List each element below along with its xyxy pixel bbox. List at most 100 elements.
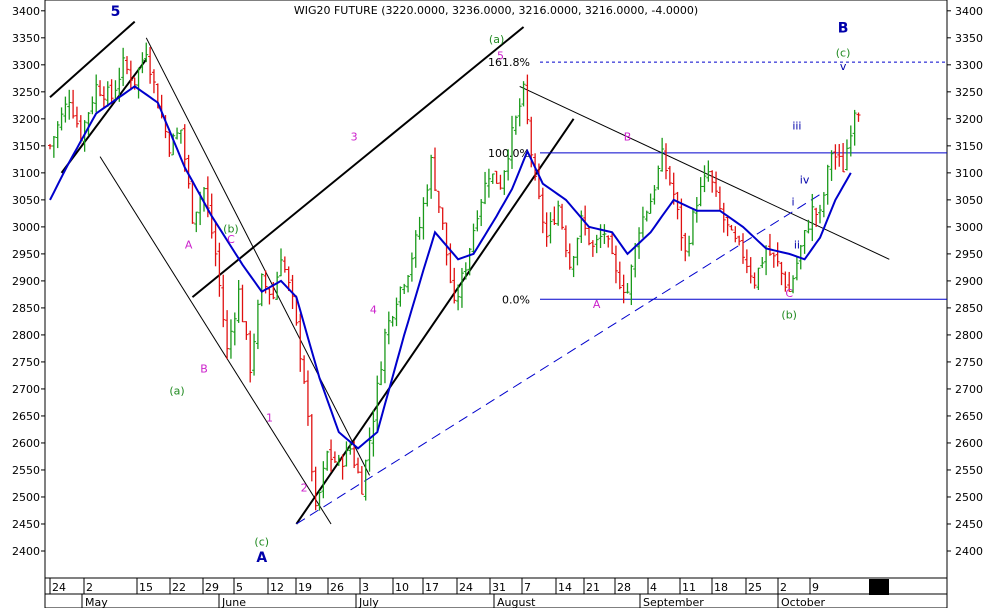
- wave-label: C: [785, 287, 793, 300]
- y-tick-label-right: 2750: [955, 356, 983, 369]
- y-tick-label-left: 2500: [12, 491, 40, 504]
- y-tick-label-right: 3000: [955, 221, 983, 234]
- wave-label: 2: [301, 482, 308, 495]
- chart-title: WIG20 FUTURE (3220.0000, 3236.0000, 3216…: [294, 4, 698, 17]
- y-tick-label-left: 2400: [12, 545, 40, 558]
- y-tick-label-left: 3350: [12, 32, 40, 45]
- wave-label: B: [200, 363, 208, 376]
- y-tick-label-left: 3050: [12, 194, 40, 207]
- y-tick-label-left: 2600: [12, 437, 40, 450]
- y-tick-label-left: 2900: [12, 275, 40, 288]
- y-tick-label-right: 2400: [955, 545, 983, 558]
- y-tick-label-right: 2700: [955, 383, 983, 396]
- x-month-label: July: [358, 596, 379, 608]
- x-day-label: 14: [558, 581, 572, 594]
- x-month-label: October: [781, 596, 825, 608]
- x-day-label: 3: [362, 581, 369, 594]
- x-day-label: 12: [270, 581, 284, 594]
- y-tick-label-right: 2900: [955, 275, 983, 288]
- wave-label: 5: [497, 49, 504, 62]
- y-tick-label-left: 2650: [12, 410, 40, 423]
- y-tick-label-right: 3250: [955, 86, 983, 99]
- x-day-label: 5: [236, 581, 243, 594]
- fib-level-label: 161.8%: [488, 56, 530, 69]
- x-month-label: June: [221, 596, 246, 608]
- x-day-label: 19: [298, 581, 312, 594]
- trend-line: [145, 37, 370, 476]
- wave-label: 4: [370, 303, 377, 316]
- fib-level-label: 100.0%: [488, 147, 530, 160]
- y-tick-label-left: 3000: [12, 221, 40, 234]
- wave-label: A: [185, 238, 193, 251]
- wave-label: (a): [489, 33, 504, 46]
- y-tick-label-right: 2450: [955, 518, 983, 531]
- wave-label: 3: [351, 130, 358, 143]
- y-tick-label-left: 2550: [12, 464, 40, 477]
- y-tick-label-right: 2650: [955, 410, 983, 423]
- wave-label: B: [838, 20, 849, 36]
- y-tick-label-right: 3050: [955, 194, 983, 207]
- x-day-label: 2: [86, 581, 93, 594]
- y-tick-label-left: 2450: [12, 518, 40, 531]
- wave-label: (a): [169, 384, 184, 397]
- y-tick-label-left: 3200: [12, 113, 40, 126]
- y-tick-label-left: 3150: [12, 140, 40, 153]
- y-tick-label-left: 2750: [12, 356, 40, 369]
- y-tick-label-left: 3250: [12, 86, 40, 99]
- x-day-label: 11: [682, 581, 696, 594]
- x-day-label: 18: [714, 581, 728, 594]
- moving-average-line: [49, 85, 852, 450]
- x-day-label: 7: [524, 581, 531, 594]
- x-day-label: 21: [586, 581, 600, 594]
- x-day-label: 24: [459, 581, 473, 594]
- x-day-label: 15: [139, 581, 153, 594]
- y-tick-label-right: 2600: [955, 437, 983, 450]
- y-tick-label-left: 2850: [12, 302, 40, 315]
- y-tick-label-right: 2950: [955, 248, 983, 261]
- x-month-label: September: [643, 596, 704, 608]
- wave-label: iii: [792, 120, 801, 133]
- wave-label: i: [792, 195, 795, 208]
- x-month-label: August: [497, 596, 536, 608]
- wave-label: (c): [254, 536, 269, 549]
- x-day-label: 9: [812, 581, 819, 594]
- y-tick-label-right: 3200: [955, 113, 983, 126]
- plot-frame: [44, 0, 948, 579]
- wave-label: A: [593, 298, 601, 311]
- wave-label: C: [227, 233, 235, 246]
- wave-label: (b): [781, 309, 797, 322]
- x-axis-band: [44, 577, 948, 608]
- y-tick-label-left: 3400: [12, 5, 40, 18]
- y-tick-label-right: 3100: [955, 167, 983, 180]
- x-day-label: 28: [617, 581, 631, 594]
- y-tick-label-right: 3350: [955, 32, 983, 45]
- trend-line: [49, 20, 136, 98]
- y-tick-label-left: 3100: [12, 167, 40, 180]
- fib-level-label: 0.0%: [502, 293, 530, 306]
- x-day-label: 25: [748, 581, 762, 594]
- wave-label: (c): [836, 47, 851, 60]
- wave-label: A: [256, 550, 267, 566]
- wave-label: (b): [223, 222, 239, 235]
- trend-line: [296, 194, 821, 525]
- y-tick-label-right: 3400: [955, 5, 983, 18]
- wave-label: iv: [800, 174, 810, 187]
- x-day-label: 4: [650, 581, 657, 594]
- x-day-label: 10: [395, 581, 409, 594]
- trend-line: [60, 58, 148, 174]
- wave-label: B: [624, 130, 632, 143]
- x-day-label: 2: [780, 581, 787, 594]
- y-tick-label-left: 2700: [12, 383, 40, 396]
- y-tick-label-left: 2950: [12, 248, 40, 261]
- y-tick-label-left: 2800: [12, 329, 40, 342]
- x-day-label: 24: [52, 581, 66, 594]
- x-month-label: May: [85, 596, 108, 608]
- wave-label: 1: [266, 411, 273, 424]
- wave-label: 5: [111, 4, 121, 20]
- x-day-label: 17: [425, 581, 439, 594]
- scroll-marker[interactable]: [869, 579, 889, 595]
- wave-label: ii: [794, 238, 800, 251]
- trend-line: [191, 26, 525, 298]
- trend-line: [99, 156, 332, 525]
